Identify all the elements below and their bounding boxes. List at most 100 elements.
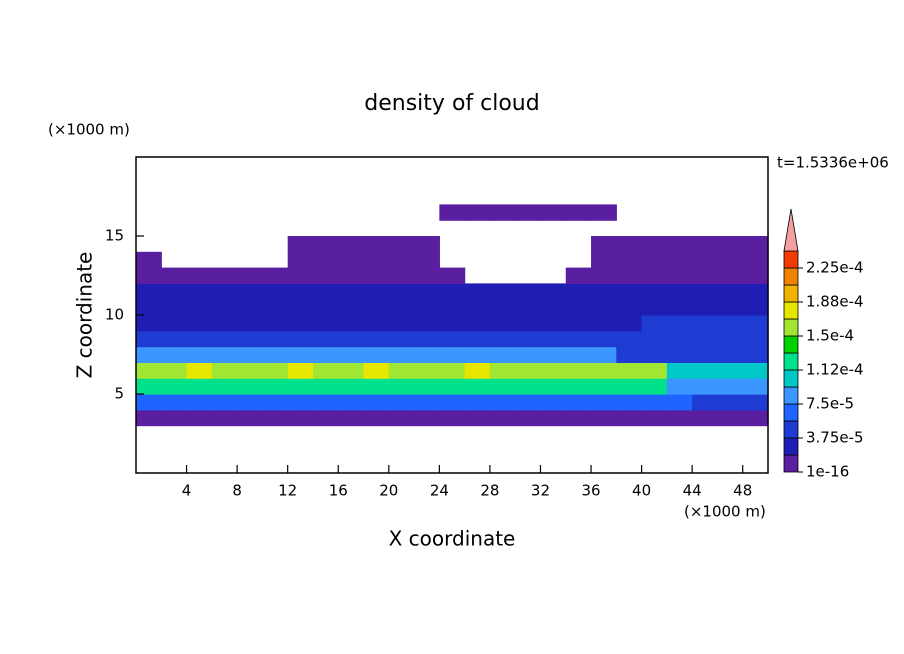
- contour-cell: [641, 330, 668, 348]
- colorbar: 1e-16 3.75e-5 7.5e-5 1.12e-4 1.5e-4 1.88e-4 2.…: [783, 208, 864, 481]
- contour-cell: [312, 236, 339, 253]
- y-unit: (×1000 m): [48, 121, 130, 139]
- colorbar-box: [783, 386, 799, 405]
- contour-cell: [414, 251, 440, 269]
- contour-cell: [515, 362, 542, 379]
- contour-cell: [489, 330, 516, 348]
- contour-cell: [211, 378, 238, 395]
- contour-cell: [489, 394, 516, 411]
- contour-cell: [666, 346, 693, 363]
- contour-cell: [540, 315, 567, 332]
- contour-cell: [414, 346, 440, 363]
- contour-cell: [439, 346, 466, 363]
- contour-cell: [540, 283, 567, 300]
- contour-cell: [515, 315, 542, 332]
- contour-cell: [363, 330, 390, 348]
- contour-cell: [616, 378, 643, 395]
- contour-cell: [338, 299, 365, 316]
- contour-cell: [262, 362, 289, 379]
- contour-cell: [287, 330, 314, 348]
- contour-cell: [363, 346, 390, 363]
- contour-cell: [717, 315, 744, 332]
- contour-cell: [414, 315, 440, 332]
- contour-cell: [211, 283, 238, 300]
- contour-cell: [515, 409, 542, 427]
- x-tick-label: 48: [733, 482, 752, 500]
- contour-cell: [211, 346, 238, 363]
- colorbar-label: 1e-16: [806, 463, 849, 481]
- contour-cell: [489, 299, 516, 316]
- chart-title: density of cloud: [364, 91, 539, 116]
- contour-cell: [136, 267, 162, 284]
- contour-cell: [262, 394, 289, 411]
- contour-cell: [338, 330, 365, 348]
- contour-cell: [540, 362, 567, 379]
- x-tick-label: 20: [379, 482, 398, 500]
- contour-cell: [515, 299, 542, 316]
- contour-cell: [591, 409, 617, 427]
- contour-cell: [338, 394, 365, 411]
- contour-cell: [540, 330, 567, 348]
- contour-cell: [717, 394, 744, 411]
- contour-cell: [414, 299, 440, 316]
- contour-cell: [591, 251, 617, 269]
- contour-cell: [262, 330, 289, 348]
- contour-cell: [641, 409, 668, 427]
- contour-cell: [136, 378, 162, 395]
- contour-cell: [439, 409, 466, 427]
- x-tick-label: 36: [581, 482, 600, 500]
- contour-cell: [692, 251, 719, 269]
- contour-cell: [439, 204, 466, 221]
- contour-cell: [237, 378, 263, 395]
- contour-cell: [591, 378, 617, 395]
- contour-cell: [237, 283, 263, 300]
- contour-cell: [666, 251, 693, 269]
- contour-cell: [464, 315, 491, 332]
- contour-cell: [312, 394, 339, 411]
- contour-cell: [211, 394, 238, 411]
- contour-cell: [717, 299, 744, 316]
- contour-cell: [186, 299, 213, 316]
- contour-cell: [186, 394, 213, 411]
- contour-cell: [666, 394, 693, 411]
- contour-cell: [591, 283, 617, 300]
- contour-cell: [186, 362, 213, 379]
- contour-cell: [312, 267, 339, 284]
- contour-cell: [515, 330, 542, 348]
- contour-cell: [692, 299, 719, 316]
- contour-cell: [439, 283, 466, 300]
- contour-cell: [666, 299, 693, 316]
- contour-cell: [262, 346, 289, 363]
- colorbar-box: [783, 403, 799, 422]
- contour-cell: [742, 283, 769, 300]
- contour-cell: [641, 251, 668, 269]
- contour-cell: [262, 267, 289, 284]
- contour-cell: [565, 204, 592, 221]
- contour-cell: [338, 378, 365, 395]
- contour-cell: [616, 299, 643, 316]
- colorbar-box: [783, 267, 799, 286]
- contour-cell: [439, 378, 466, 395]
- contour-cell: [591, 315, 617, 332]
- contour-cell: [717, 283, 744, 300]
- contour-cell: [136, 315, 162, 332]
- colorbar-box: [783, 454, 799, 473]
- contour-cell: [312, 378, 339, 395]
- colorbar-label: 1.88e-4: [806, 293, 864, 311]
- contour-cell: [489, 204, 516, 221]
- contour-cell: [464, 378, 491, 395]
- contour-cell: [262, 299, 289, 316]
- contour-cell: [616, 346, 643, 363]
- colorbar-label: 2.25e-4: [806, 259, 864, 277]
- contour-cell: [591, 346, 617, 363]
- contour-cell: [565, 299, 592, 316]
- x-tick-label: 44: [683, 482, 702, 500]
- contour-cell: [287, 346, 314, 363]
- contour-cell: [717, 251, 744, 269]
- contour-cell: [161, 283, 188, 300]
- contour-cell: [742, 315, 769, 332]
- contour-cell: [363, 251, 390, 269]
- contour-cell: [641, 346, 668, 363]
